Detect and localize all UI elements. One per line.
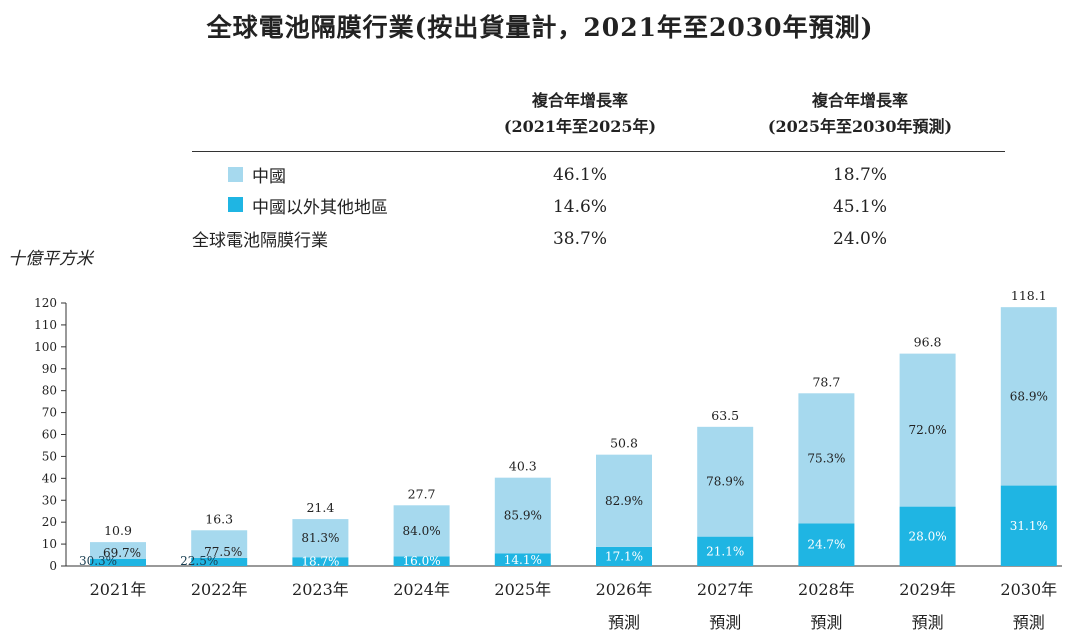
y-tick-label: 40: [42, 471, 57, 485]
bar-total-label: 40.3: [509, 459, 537, 474]
y-tick-label: 90: [42, 362, 57, 376]
share-label-china: 77.5%: [204, 545, 242, 559]
x-category-label: 2027年: [697, 580, 754, 599]
x-category-label: 2030年: [1000, 580, 1057, 599]
share-label-other: 14.1%: [504, 553, 542, 567]
y-tick-label: 110: [34, 318, 57, 332]
bar-total-label: 63.5: [711, 408, 739, 423]
bar-total-label: 21.4: [306, 500, 334, 515]
x-category-label: 預測: [709, 613, 741, 632]
y-tick-label: 100: [34, 340, 57, 354]
x-category-label: 2025年: [494, 580, 551, 599]
share-label-china: 78.9%: [706, 475, 744, 489]
bar-total-label: 16.3: [205, 511, 233, 526]
x-category-label: 2029年: [899, 580, 956, 599]
share-label-china: 82.9%: [605, 494, 643, 508]
x-category-label: 2026年: [596, 580, 653, 599]
x-category-label: 預測: [1013, 613, 1045, 632]
share-label-other: 16.0%: [403, 554, 441, 568]
y-tick-label: 70: [42, 406, 57, 420]
x-category-label: 預測: [608, 613, 640, 632]
x-category-label: 2023年: [292, 580, 349, 599]
y-tick-label: 50: [42, 449, 57, 463]
bar-total-label: 10.9: [104, 523, 132, 538]
share-label-china: 68.9%: [1010, 389, 1048, 403]
bar-total-label: 96.8: [914, 335, 942, 350]
x-category-label: 2028年: [798, 580, 855, 599]
y-tick-label: 30: [42, 493, 57, 507]
x-category-label: 預測: [810, 613, 842, 632]
y-tick-label: 120: [34, 296, 57, 310]
bar-total-label: 50.8: [610, 436, 638, 451]
share-label-china: 69.7%: [103, 546, 141, 560]
y-tick-label: 60: [42, 428, 57, 442]
y-tick-label: 20: [42, 515, 57, 529]
y-tick-label: 10: [42, 537, 57, 551]
share-label-china: 85.9%: [504, 509, 542, 523]
y-tick-label: 80: [42, 384, 57, 398]
share-label-other: 17.1%: [605, 549, 643, 563]
y-tick-label: 0: [49, 559, 57, 573]
share-label-china: 84.0%: [403, 524, 441, 538]
share-label-other: 18.7%: [301, 555, 339, 569]
share-label-other: 21.1%: [706, 544, 744, 558]
share-label-other: 31.1%: [1010, 519, 1048, 533]
bar-total-label: 118.1: [1011, 288, 1047, 303]
x-category-label: 預測: [912, 613, 944, 632]
share-label-china: 72.0%: [909, 423, 947, 437]
bar-total-label: 78.7: [812, 374, 840, 389]
x-category-label: 2022年: [191, 580, 248, 599]
x-category-label: 2021年: [90, 580, 147, 599]
share-label-china: 75.3%: [807, 451, 845, 465]
share-label-china: 81.3%: [301, 531, 339, 545]
share-label-other: 28.0%: [909, 529, 947, 543]
x-category-label: 2024年: [393, 580, 450, 599]
share-label-other: 24.7%: [807, 538, 845, 552]
bar-total-label: 27.7: [408, 486, 436, 501]
